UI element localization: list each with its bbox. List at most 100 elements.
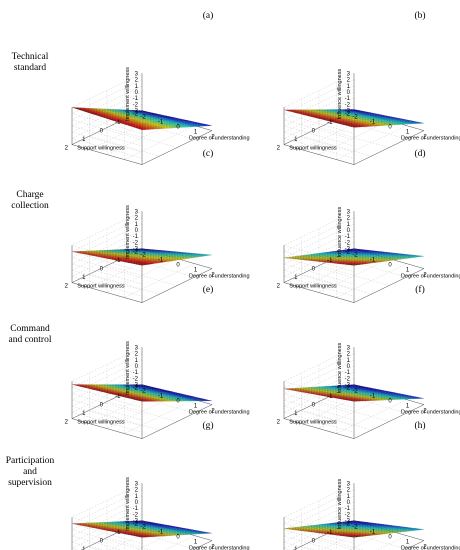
y-tick-label: -1 <box>115 394 121 400</box>
x-tick-label: -2 <box>140 253 146 259</box>
z-tick-label: 2 <box>347 216 351 222</box>
z-tick-label: 3 <box>135 345 139 351</box>
z-tick-label: -1 <box>345 234 351 240</box>
x-gridline <box>124 260 195 298</box>
y-axis-label: Support willingness <box>77 420 125 426</box>
panel-label: (e) <box>203 284 214 295</box>
x-tick-label: -1 <box>158 258 164 264</box>
x-tick-label: -1 <box>370 394 376 400</box>
z-gridline <box>71 85 143 141</box>
z-tick-label: -2 <box>345 376 351 382</box>
x-gridline <box>353 127 425 165</box>
z-tick-label: 3 <box>135 209 139 215</box>
x-tick-label: 0 <box>176 125 180 131</box>
z-tick-label: 0 <box>347 228 351 234</box>
y-axis-label: Support willingness <box>77 146 125 152</box>
x-gridline <box>336 122 407 160</box>
z-tick-label: 2 <box>135 78 139 84</box>
z-axis-label: Influence willingness <box>337 69 343 120</box>
z-tick-label: 1 <box>347 358 351 364</box>
y-tick-label: -1 <box>327 394 333 400</box>
x-tick-label: -2 <box>140 389 146 395</box>
x-axis-label: Degree of understanding <box>401 274 460 280</box>
z-tick-label: 2 <box>347 78 351 84</box>
z-tick-label: 1 <box>135 84 139 90</box>
y-axis-label: Support willingness <box>77 284 125 290</box>
z-tick-label: 1 <box>135 358 139 364</box>
z-axis-label: Implement willingness <box>125 67 131 121</box>
z-tick-label: 3 <box>347 209 351 215</box>
x-axis-label: Degree of understanding <box>401 136 460 142</box>
y-tick-label: 2 <box>277 284 281 290</box>
z-tick-label: -2 <box>133 102 139 108</box>
z-axis-label: Influence willingness <box>337 343 343 394</box>
z-gridline <box>283 91 355 147</box>
x-gridline <box>336 396 407 434</box>
z-tick-label: -2 <box>345 240 351 246</box>
z-axis-label: Implement willingness <box>125 341 131 395</box>
x-tick-label: -1 <box>370 258 376 264</box>
y-tick-label: 2 <box>277 420 281 426</box>
z-tick-label: -2 <box>345 102 351 108</box>
z-axis-label: Implement willingness <box>125 205 131 259</box>
x-tick-label: -2 <box>352 253 358 259</box>
x-gridline <box>106 117 178 155</box>
z-tick-label: -1 <box>133 370 139 376</box>
y-tick-label: 1 <box>82 137 86 143</box>
z-tick-label: 1 <box>347 222 351 228</box>
z-tick-label: 0 <box>135 364 139 370</box>
x-tick-label: -1 <box>370 120 376 126</box>
x-gridline <box>141 265 213 303</box>
z-tick-label: 0 <box>347 90 351 96</box>
y-tick-label: 2 <box>65 420 69 426</box>
x-tick-label: -2 <box>352 115 358 121</box>
panel-1-surface <box>71 107 213 130</box>
z-tick-label: -3 <box>133 109 139 115</box>
x-gridline <box>124 122 195 160</box>
z-tick-label: 0 <box>347 364 351 370</box>
y-tick-label: 2 <box>65 284 69 290</box>
z-axis-label: Influence willingness <box>337 207 343 258</box>
x-tick-label: 1 <box>194 130 198 136</box>
y-tick-label: -1 <box>115 258 121 264</box>
z-tick-label: -2 <box>133 240 139 246</box>
y-tick-label: -2 <box>345 386 351 392</box>
z-gridline <box>283 104 355 159</box>
z-tick-label: 0 <box>135 228 139 234</box>
x-gridline <box>124 396 195 434</box>
y-axis-label: Support willingness <box>289 146 337 152</box>
panel-label: (c) <box>203 148 214 159</box>
y-tick-label: 0 <box>100 129 104 135</box>
surface-cell <box>206 124 213 126</box>
x-tick-label: -2 <box>352 389 358 395</box>
y-axis-label: Support willingness <box>289 420 337 426</box>
z-tick-label: 3 <box>347 345 351 351</box>
x-axis-label: Degree of understanding <box>401 410 460 416</box>
panel-label: (f) <box>415 284 425 295</box>
y-axis-label: Support willingness <box>289 284 337 290</box>
y-tick-label: -1 <box>327 258 333 264</box>
panel-label: (d) <box>414 148 425 159</box>
y-tick-label: -1 <box>327 120 333 126</box>
x-gridline <box>353 265 425 303</box>
panel-label: (b) <box>414 10 425 21</box>
y-tick-label: 2 <box>65 146 69 152</box>
z-tick-label: 2 <box>135 216 139 222</box>
panel-2-surface <box>283 109 425 128</box>
z-tick-label: 3 <box>135 71 139 77</box>
x-gridline <box>318 117 390 155</box>
axes-box-edge <box>141 130 213 165</box>
y-tick-label: -2 <box>345 250 351 256</box>
z-tick-label: 0 <box>135 90 139 96</box>
x-axis-label: Degree of understanding <box>189 410 250 416</box>
x-tick-label: 0 <box>176 263 180 269</box>
x-tick-label: 2 <box>211 135 215 141</box>
z-tick-label: -2 <box>133 376 139 382</box>
